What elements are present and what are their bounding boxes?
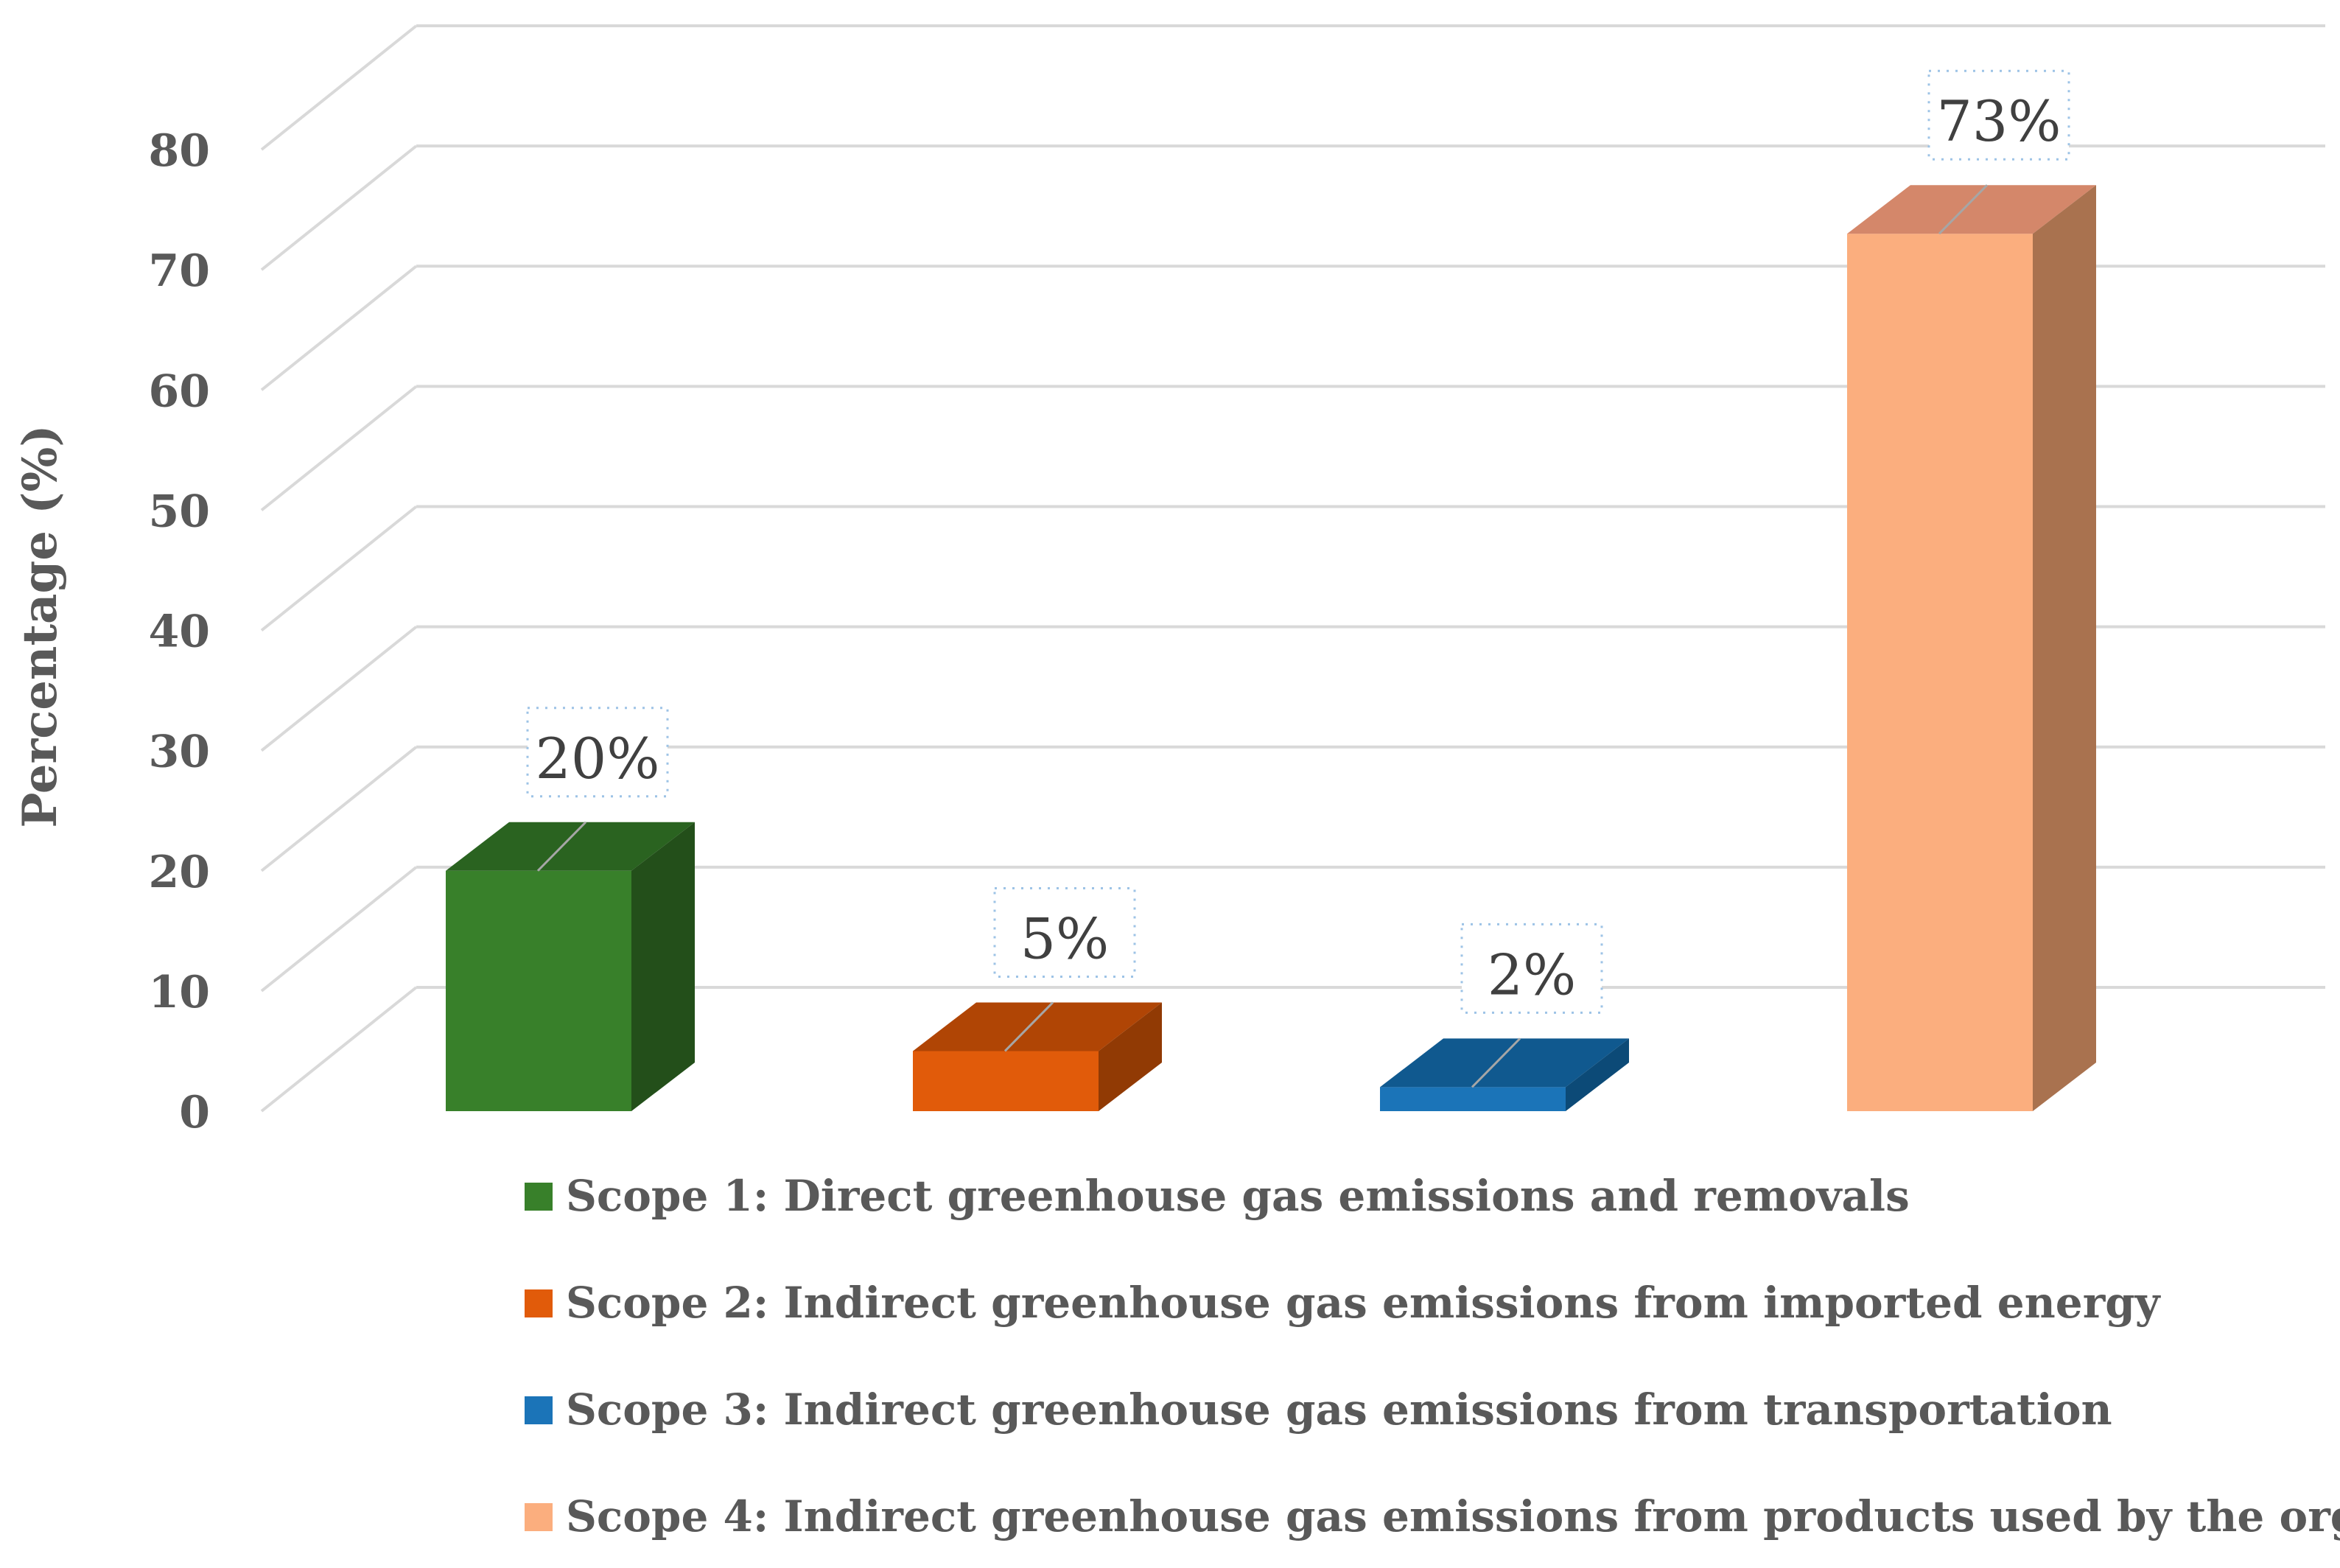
- bar-3: [1380, 1038, 1629, 1111]
- legend-swatch: [525, 1503, 553, 1531]
- legend-label: Scope 1: Direct greenhouse gas emissions…: [566, 1171, 1910, 1221]
- bar-side: [1099, 1002, 1162, 1111]
- legend-label: Scope 2: Indirect greenhouse gas emissio…: [566, 1278, 2162, 1328]
- bar-front: [1380, 1087, 1566, 1111]
- bar-top: [446, 822, 695, 871]
- y-tick-label: 30: [149, 727, 211, 778]
- gridline-diagonal: [260, 24, 418, 151]
- data-label-box: [993, 886, 1136, 978]
- gridline-diagonal: [260, 986, 418, 1113]
- bar-front: [913, 1051, 1099, 1111]
- y-axis-ticks: 0 10 20 30 40 50 60 70 80: [149, 125, 211, 1138]
- gridline-diagonal: [260, 505, 418, 632]
- legend-label: Scope 3: Indirect greenhouse gas emissio…: [566, 1385, 2112, 1435]
- bar-side: [631, 822, 695, 1111]
- bar-top: [1847, 185, 2096, 234]
- leader-line: [536, 821, 587, 872]
- y-tick-label: 70: [149, 245, 211, 297]
- data-label-box: [1927, 69, 2070, 161]
- data-label: 20%: [536, 726, 660, 791]
- gridline-diagonal: [260, 626, 418, 752]
- bar-1: [446, 822, 695, 1111]
- data-labels: 20% 5% 2% 73%: [526, 69, 2070, 1088]
- bar-side: [2033, 185, 2096, 1111]
- gridline-diagonal: [260, 144, 418, 271]
- legend-swatch: [525, 1183, 553, 1211]
- data-label: 2%: [1488, 942, 1577, 1007]
- y-tick-label: 20: [149, 847, 211, 898]
- y-axis-title: Percentage (%): [13, 424, 68, 827]
- leader-line: [1938, 184, 1989, 235]
- y-tick-label: 0: [179, 1087, 210, 1138]
- bar-4: [1847, 185, 2096, 1111]
- y-tick-label: 80: [149, 125, 211, 177]
- bars: [446, 185, 2096, 1111]
- leader-line: [1003, 1001, 1054, 1052]
- data-label: 5%: [1020, 906, 1110, 971]
- gridline-diagonal: [260, 746, 418, 872]
- legend-swatch: [525, 1289, 553, 1317]
- y-tick-label: 10: [149, 967, 211, 1018]
- gridline-diagonal: [260, 385, 418, 511]
- bar-2: [913, 1002, 1162, 1111]
- bar-side: [1566, 1038, 1629, 1111]
- legend: Scope 1: Direct greenhouse gas emissions…: [525, 1171, 2340, 1541]
- leader-line: [1471, 1037, 1521, 1088]
- bar-front: [446, 870, 631, 1111]
- legend-label: Scope 4: Indirect greenhouse gas emissio…: [566, 1491, 2340, 1541]
- y-tick-label: 60: [149, 365, 211, 417]
- data-label: 73%: [1937, 88, 2061, 154]
- bar-top: [913, 1002, 1162, 1051]
- y-tick-label: 40: [149, 606, 211, 658]
- data-label-box: [1460, 923, 1603, 1014]
- legend-swatch: [525, 1396, 553, 1424]
- bar-front: [1847, 234, 2033, 1111]
- bar-top: [1380, 1038, 1629, 1088]
- data-label-box: [526, 707, 669, 798]
- y-tick-label: 50: [149, 486, 211, 537]
- gridline-diagonal: [260, 866, 418, 993]
- gridline-diagonal: [260, 265, 418, 391]
